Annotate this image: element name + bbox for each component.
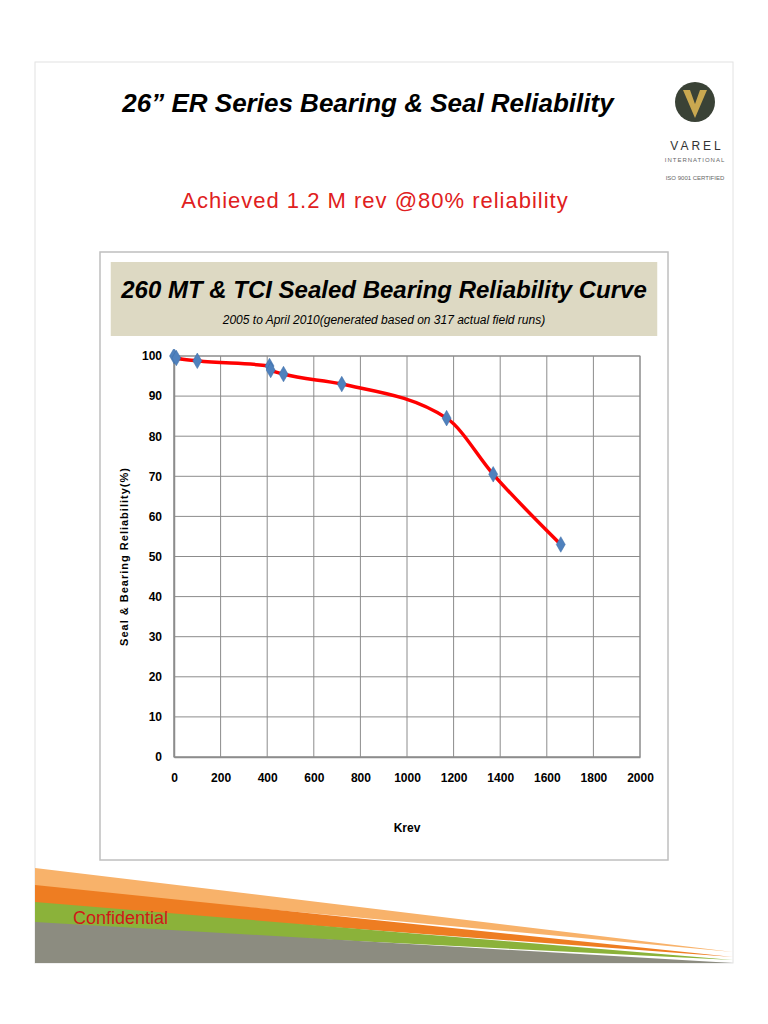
chart-title: 260 MT & TCI Sealed Bearing Reliability … bbox=[120, 276, 647, 303]
y-tick: 70 bbox=[149, 470, 174, 484]
logo-emblem bbox=[675, 82, 715, 122]
y-tick-label: 10 bbox=[149, 710, 163, 724]
y-tick: 10 bbox=[149, 710, 174, 724]
grid-line-x bbox=[407, 356, 408, 757]
y-axis-title: Seal & Bearing Reliability(%) bbox=[118, 467, 130, 646]
x-tick: 1200 bbox=[441, 757, 468, 785]
data-point bbox=[337, 376, 346, 392]
data-area bbox=[170, 349, 566, 552]
x-tick-label: 800 bbox=[351, 771, 371, 785]
x-tick-label: 600 bbox=[304, 771, 324, 785]
y-tick: 100 bbox=[142, 349, 174, 363]
x-tick: 1800 bbox=[581, 757, 608, 785]
data-point bbox=[489, 467, 498, 483]
y-tick-label: 80 bbox=[149, 430, 163, 444]
logo-tagline: INTERNATIONAL bbox=[665, 157, 726, 163]
y-tick: 60 bbox=[149, 510, 174, 524]
y-axis: 0 10 20 30 40 50 60 70 80 90 100 bbox=[142, 349, 175, 764]
x-tick: 800 bbox=[351, 757, 371, 785]
data-point bbox=[556, 537, 565, 553]
y-tick: 0 bbox=[155, 750, 174, 764]
grid-line-x bbox=[267, 356, 268, 757]
y-tick-label: 60 bbox=[149, 510, 163, 524]
grid-line-x bbox=[313, 356, 314, 757]
x-tick: 400 bbox=[258, 757, 278, 785]
x-tick: 1400 bbox=[487, 757, 514, 785]
data-point bbox=[193, 353, 202, 369]
x-axis: 0 200 400 600 800 1000 1200 1400 1600 1800 2000 bbox=[171, 757, 654, 785]
y-tick: 20 bbox=[149, 670, 174, 684]
x-tick: 2000 bbox=[627, 757, 654, 785]
y-tick: 90 bbox=[149, 389, 174, 403]
chart-frame bbox=[100, 252, 668, 860]
grid-line-x bbox=[453, 356, 454, 757]
x-tick: 1000 bbox=[394, 757, 421, 785]
slide-title: 26” ER Series Bearing & Seal Reliability bbox=[121, 88, 615, 118]
chart-subtitle: 2005 to April 2010(generated based on 31… bbox=[222, 313, 545, 327]
y-tick-label: 40 bbox=[149, 590, 163, 604]
y-tick: 40 bbox=[149, 590, 174, 604]
x-tick-label: 1000 bbox=[394, 771, 421, 785]
logo-v bbox=[683, 90, 707, 118]
data-point bbox=[266, 362, 275, 378]
x-axis-title: Krev bbox=[394, 821, 421, 835]
x-tick-label: 0 bbox=[171, 771, 178, 785]
y-tick: 30 bbox=[149, 630, 174, 644]
series-line bbox=[174, 356, 561, 544]
data-point bbox=[172, 350, 181, 366]
slide-canvas: Confidential VAREL INTERNATIONAL ISO 9001 C… bbox=[0, 0, 768, 1024]
logo: VAREL INTERNATIONAL ISO 9001 CERTIFIED bbox=[665, 82, 726, 181]
logo-certification: ISO 9001 CERTIFIED bbox=[666, 175, 725, 181]
grid-line-x bbox=[500, 356, 501, 757]
x-tick: 200 bbox=[211, 757, 231, 785]
grid-line-x bbox=[360, 356, 361, 757]
x-tick-label: 1600 bbox=[534, 771, 561, 785]
y-tick-label: 70 bbox=[149, 470, 163, 484]
y-tick-label: 100 bbox=[142, 349, 162, 363]
y-tick-label: 30 bbox=[149, 630, 163, 644]
x-tick-label: 400 bbox=[258, 771, 278, 785]
x-tick: 600 bbox=[304, 757, 324, 785]
footer-stripe bbox=[35, 922, 733, 963]
grid-line-x bbox=[593, 356, 594, 757]
y-tick-label: 90 bbox=[149, 389, 163, 403]
logo-name: VAREL bbox=[670, 139, 723, 153]
y-tick-label: 0 bbox=[155, 750, 162, 764]
x-tick-label: 1400 bbox=[487, 771, 514, 785]
x-tick: 1600 bbox=[534, 757, 561, 785]
x-tick-label: 200 bbox=[211, 771, 231, 785]
data-point bbox=[279, 366, 288, 382]
y-tick: 50 bbox=[149, 550, 174, 564]
grid-line-x bbox=[220, 356, 221, 757]
x-tick-label: 1200 bbox=[441, 771, 468, 785]
slide-subtitle: Achieved 1.2 M rev @80% reliability bbox=[181, 188, 568, 213]
x-tick-label: 1800 bbox=[581, 771, 608, 785]
footer-text: Confidential bbox=[73, 908, 168, 928]
y-tick-label: 50 bbox=[149, 550, 163, 564]
slide-background bbox=[35, 62, 733, 963]
chart-title-banner bbox=[111, 262, 658, 336]
grid-line-x bbox=[546, 356, 547, 757]
x-tick-label: 2000 bbox=[627, 771, 654, 785]
x-tick: 0 bbox=[171, 757, 178, 785]
data-point bbox=[442, 410, 451, 426]
plot-frame bbox=[174, 356, 640, 757]
y-tick-label: 20 bbox=[149, 670, 163, 684]
y-tick: 80 bbox=[149, 430, 174, 444]
grid bbox=[174, 356, 640, 757]
